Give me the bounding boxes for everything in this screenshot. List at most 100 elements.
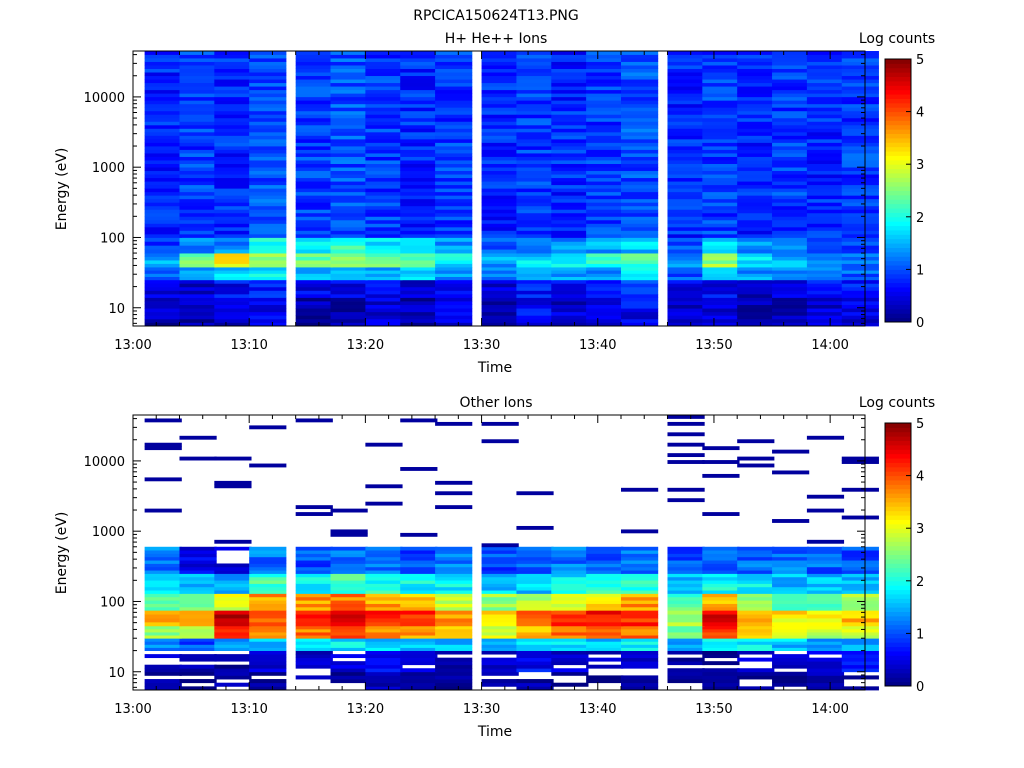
heatmap-cell <box>621 293 659 298</box>
heatmap-cell <box>772 664 810 669</box>
heatmap-cell <box>737 644 775 648</box>
heatmap-cell <box>516 216 554 221</box>
heatmap-cell <box>179 124 217 129</box>
heatmap-cell <box>806 311 845 316</box>
heatmap-cell <box>214 570 252 574</box>
heatmap-cell <box>621 603 659 608</box>
heatmap-cell <box>586 230 624 235</box>
heatmap-cell <box>841 301 879 306</box>
heatmap-cell <box>249 273 287 277</box>
heatmap-cell <box>621 556 659 561</box>
heatmap-cell <box>586 270 624 274</box>
colorbar-swatch <box>885 317 911 323</box>
heatmap-cell <box>214 219 252 224</box>
heatmap-cell <box>330 267 368 271</box>
heatmap-cell <box>481 58 519 62</box>
heatmap-cell <box>516 586 554 591</box>
heatmap-cell <box>551 65 589 69</box>
heatmap-cell <box>144 301 182 306</box>
heatmap-cell <box>400 174 438 179</box>
heatmap-cell <box>295 260 333 264</box>
heatmap-cell <box>214 641 252 645</box>
heatmap-cell <box>586 100 624 105</box>
heatmap-cell <box>249 61 287 66</box>
panel-h-he-ions: H+ He++ Ions Energy (eV) Time Log counts… <box>54 31 935 376</box>
heatmap-cell <box>806 205 845 210</box>
heatmap-cell <box>841 51 879 55</box>
heatmap-cell <box>435 249 473 254</box>
heatmap-cell <box>435 212 473 217</box>
heatmap-cell <box>435 553 473 558</box>
heatmap-cell <box>249 100 287 105</box>
heatmap-cell <box>214 86 252 91</box>
heatmap-cell <box>667 160 705 164</box>
heatmap-cell <box>365 233 403 238</box>
heatmap-cell <box>621 170 659 175</box>
heatmap-cell <box>400 273 438 277</box>
heatmap-cell <box>841 188 879 193</box>
heatmap-cell <box>621 163 659 168</box>
heatmap-cell <box>621 625 659 630</box>
heatmap-cell <box>516 65 554 69</box>
heatmap-cell <box>702 223 740 228</box>
heatmap-cell <box>516 54 554 59</box>
heatmap-cell <box>586 174 624 179</box>
heatmap-cell <box>702 446 740 451</box>
heatmap-cell <box>179 635 217 639</box>
colorbar-swatch <box>885 304 911 310</box>
heatmap-cell <box>144 618 182 623</box>
heatmap-cell <box>516 297 554 302</box>
heatmap-cell <box>841 625 879 630</box>
heatmap-cell <box>179 114 217 119</box>
heatmap-cell <box>330 138 368 143</box>
heatmap-cell <box>365 114 403 119</box>
heatmap-cell <box>400 553 438 558</box>
heatmap-cell <box>365 209 403 214</box>
heatmap-cell <box>621 58 659 62</box>
heatmap-cell <box>330 621 368 627</box>
heatmap-cell <box>330 82 368 87</box>
heatmap-cell <box>621 68 659 73</box>
heatmap-cell <box>249 593 287 598</box>
heatmap-cell <box>330 121 368 126</box>
heatmap-cell <box>249 586 287 591</box>
heatmap-cell <box>806 556 845 561</box>
heatmap-cell <box>621 638 659 642</box>
heatmap-cell <box>481 593 519 598</box>
heatmap-cell <box>481 54 519 59</box>
heatmap-cell <box>667 498 705 503</box>
heatmap-cell <box>400 576 438 581</box>
heatmap-cell <box>772 311 810 316</box>
heatmap-cell <box>400 586 438 591</box>
heatmap-cell <box>516 237 554 242</box>
heatmap-cell <box>551 145 589 150</box>
heatmap-cell <box>144 184 182 189</box>
heatmap-cell <box>365 72 403 77</box>
heatmap-cell <box>249 644 287 648</box>
heatmap-cell <box>516 596 554 601</box>
heatmap-cell <box>551 644 589 648</box>
heatmap-cell <box>144 553 182 558</box>
heatmap-cell <box>841 153 879 157</box>
heatmap-cell <box>737 600 775 604</box>
heatmap-cell <box>621 590 659 594</box>
heatmap-cell <box>295 253 333 257</box>
heatmap-cell <box>621 86 659 91</box>
heatmap-cell <box>551 230 589 235</box>
heatmap-cell <box>667 638 705 642</box>
heatmap-cell <box>435 233 473 238</box>
heatmap-cell <box>179 603 217 608</box>
heatmap-cell <box>295 181 333 186</box>
heatmap-cell <box>806 618 845 623</box>
heatmap-cell <box>621 621 659 627</box>
heatmap-cell <box>841 293 879 298</box>
heatmap-cell <box>249 128 287 133</box>
heatmap-cell <box>702 301 740 306</box>
heatmap-cell <box>249 54 287 59</box>
heatmap-cell <box>551 156 589 161</box>
heatmap-cell <box>214 576 252 581</box>
heatmap-cell <box>330 293 368 298</box>
heatmap-cell <box>551 253 589 257</box>
heatmap-cell <box>295 512 333 516</box>
heatmap-cell <box>516 233 554 238</box>
